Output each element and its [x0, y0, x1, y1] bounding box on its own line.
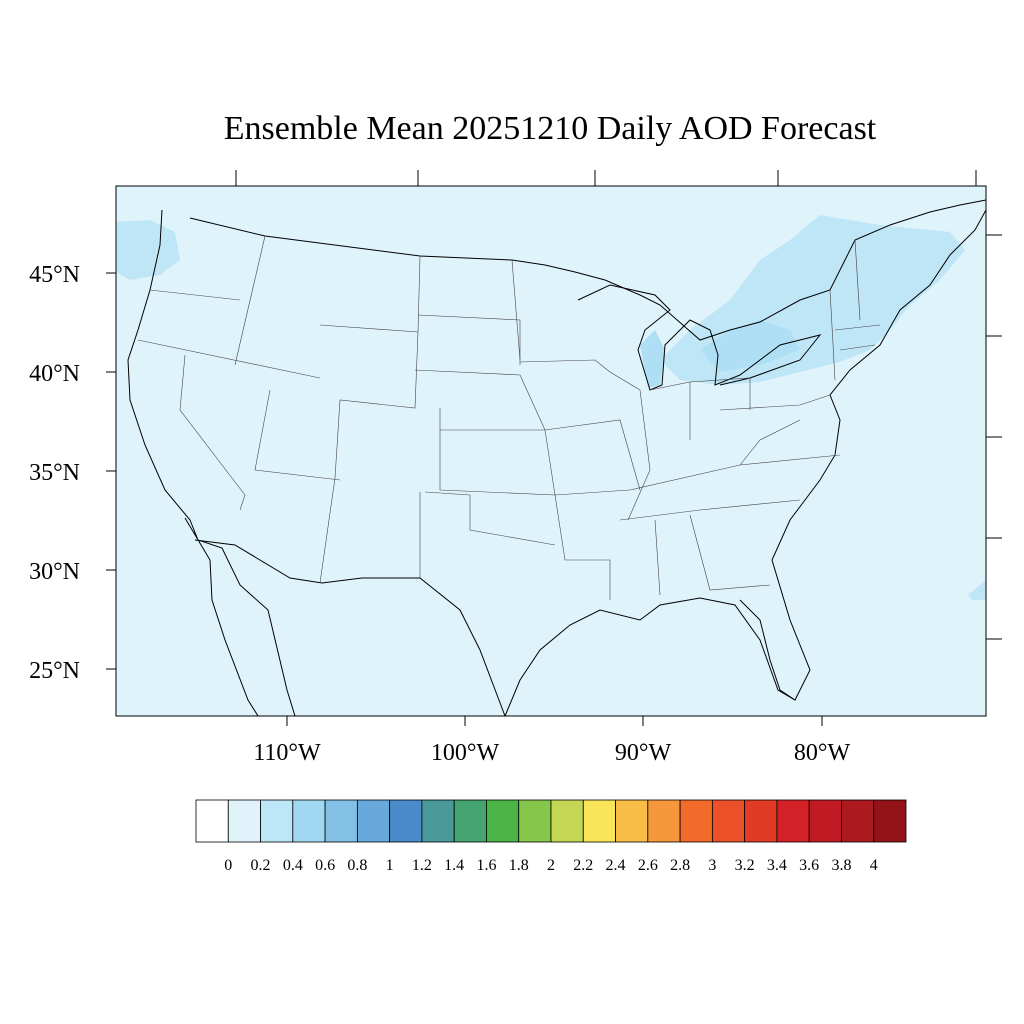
longitude-labels: 110°W 100°W 90°W 80°W [253, 740, 850, 766]
colorbar-tick-label: 1 [386, 857, 394, 874]
colorbar-labels: 0 0.2 0.4 0.6 0.8 1 1.2 1.4 1.6 1.8 2 2.2 2.4 2.6 2.8 3… [224, 857, 877, 874]
colorbar-tick-label: 3 [708, 857, 716, 874]
colorbar-swatch [808, 799, 842, 843]
colorbar-tick-label: 2.4 [606, 857, 626, 874]
great-lakes [577, 284, 822, 391]
aod-plume-layer [116, 215, 986, 600]
colorbar-swatch [389, 799, 423, 843]
colorbar-tick-label: 0.4 [283, 857, 303, 874]
colorbar-swatch [486, 799, 520, 843]
lon-label: 80°W [794, 740, 851, 766]
colorbar-swatch [615, 799, 649, 843]
colorbar-swatch [227, 799, 261, 843]
colorbar-tick-label: 0.2 [251, 857, 271, 874]
lat-label: 45°N [29, 262, 80, 288]
colorbar-swatch [679, 799, 713, 843]
colorbar-tick-label: 2.8 [670, 857, 690, 874]
colorbar-swatch [841, 799, 875, 843]
colorbar-tick-label: 1.8 [509, 857, 529, 874]
colorbar-swatch [518, 799, 552, 843]
map-frame [115, 185, 987, 717]
lon-label: 90°W [615, 740, 672, 766]
aod-plume-michigan [640, 330, 665, 388]
canada-border [189, 199, 987, 341]
colorbar-tick-label: 2 [547, 857, 555, 874]
colorbar-tick-label: 1.6 [476, 857, 496, 874]
colorbar-tick-label: 3.2 [735, 857, 755, 874]
colorbar-tick-label: 3.4 [767, 857, 787, 874]
aod-plume-coast-east [968, 580, 986, 600]
lat-label: 25°N [29, 658, 80, 684]
colorbar-swatch [453, 799, 487, 843]
lat-label: 40°N [29, 361, 80, 387]
colorbar-swatch [550, 799, 584, 843]
colorbar-swatch [324, 799, 358, 843]
us-coastline [127, 209, 987, 717]
lat-label: 30°N [29, 559, 80, 585]
colorbar-swatch [582, 799, 616, 843]
colorbar-swatch [776, 799, 810, 843]
colorbar-swatch [744, 799, 778, 843]
colorbar [195, 799, 907, 843]
colorbar-swatch [292, 799, 326, 843]
colorbar-tick-label: 3.6 [799, 857, 819, 874]
colorbar-tick-label: 0.8 [347, 857, 367, 874]
colorbar-tick-label: 2.6 [638, 857, 658, 874]
mexico-border [194, 539, 506, 717]
tick-marks [106, 170, 1002, 726]
colorbar-tick-label: 1.4 [444, 857, 464, 874]
lon-label: 100°W [431, 740, 500, 766]
map-title: Ensemble Mean 20251210 Daily AOD Forecas… [223, 110, 877, 147]
colorbar-tick-label: 3.8 [831, 857, 851, 874]
florida-outline [739, 599, 796, 701]
colorbar-tick-label: 4 [870, 857, 878, 874]
colorbar-tick-label: 2.2 [573, 857, 593, 874]
lon-label: 110°W [253, 740, 321, 766]
colorbar-swatch [421, 799, 455, 843]
colorbar-swatch [356, 799, 391, 843]
colorbar-swatch [260, 799, 294, 843]
aod-plume-erie [700, 320, 800, 372]
boundaries-layer [127, 199, 987, 717]
colorbar-swatch [647, 799, 681, 843]
colorbar-tick-label: 1.2 [412, 857, 432, 874]
colorbar-tick-label: 0.6 [315, 857, 335, 874]
latitude-labels: 45°N 40°N 35°N 30°N 25°N [29, 262, 80, 684]
colorbar-swatch [195, 799, 229, 843]
colorbar-swatch [873, 799, 907, 843]
colorbar-swatch [711, 799, 746, 843]
lat-label: 35°N [29, 460, 80, 486]
colorbar-tick-label: 0 [224, 857, 232, 874]
state-borders [137, 235, 881, 600]
aod-plume-northwest [116, 220, 180, 280]
